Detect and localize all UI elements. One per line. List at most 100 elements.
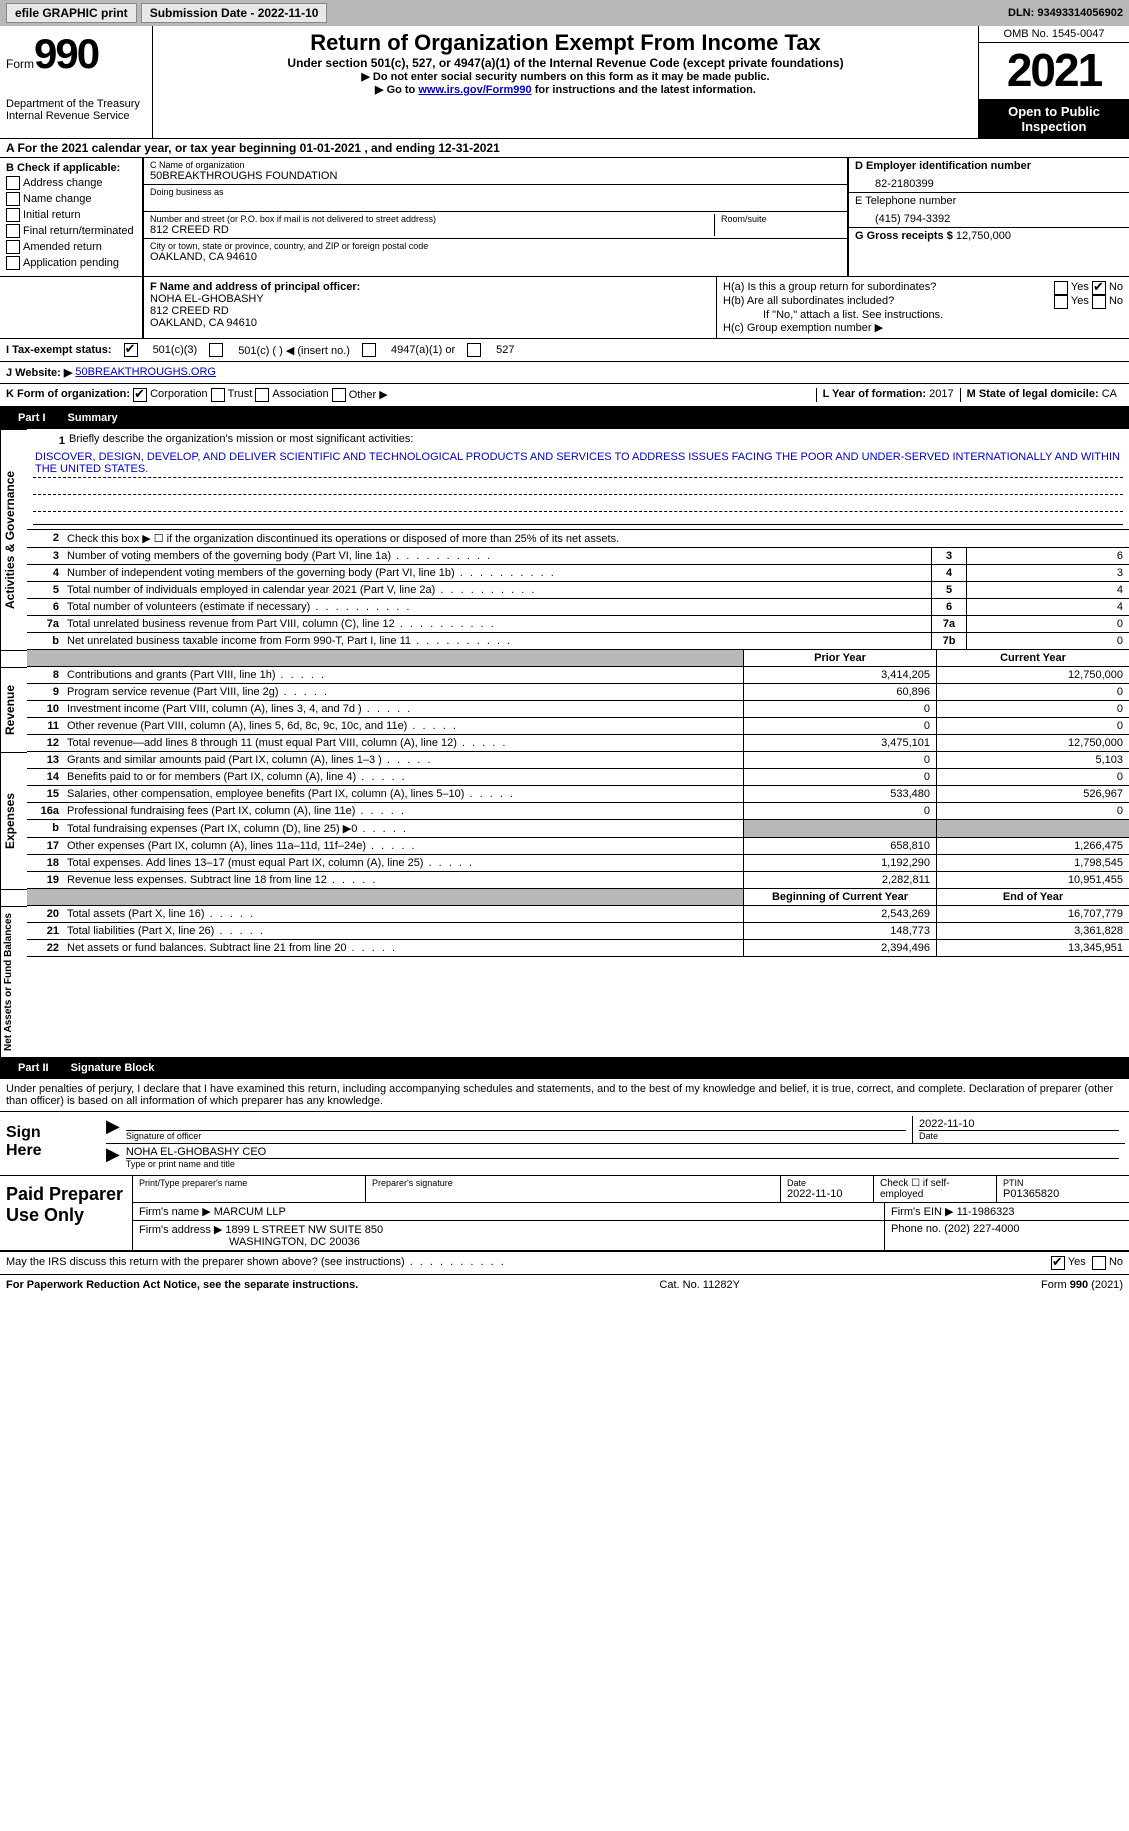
chk-501c[interactable] xyxy=(209,343,223,357)
row-i: I Tax-exempt status: 501(c)(3) 501(c) ( … xyxy=(0,339,1129,362)
chk-discuss-no[interactable] xyxy=(1092,1256,1106,1270)
row-desc: Investment income (Part VIII, column (A)… xyxy=(63,701,743,717)
row-desc: Professional fundraising fees (Part IX, … xyxy=(63,803,743,819)
chk-ha-yes[interactable] xyxy=(1054,281,1068,295)
chk-assoc[interactable] xyxy=(255,388,269,402)
row-current: 0 xyxy=(936,701,1129,717)
row-current: 0 xyxy=(936,684,1129,700)
sign-here-section: Sign Here ▶ Signature of officer 2022-11… xyxy=(0,1112,1129,1176)
row-current: 12,750,000 xyxy=(936,667,1129,683)
year-formation: 2017 xyxy=(929,388,953,400)
side-net: Net Assets or Fund Balances xyxy=(0,906,27,1057)
open-to-public: Open to Public Inspection xyxy=(979,100,1129,138)
street: 812 CREED RD xyxy=(150,224,714,236)
table-row: 15Salaries, other compensation, employee… xyxy=(27,786,1129,803)
arrow-icon: ▶ xyxy=(106,1144,120,1171)
discuss-label: May the IRS discuss this return with the… xyxy=(6,1256,1051,1270)
table-row: 13Grants and similar amounts paid (Part … xyxy=(27,752,1129,769)
row-desc: Total fundraising expenses (Part IX, col… xyxy=(63,820,743,837)
tax-status-label: I Tax-exempt status: xyxy=(6,344,112,356)
instr-goto-post: for instructions and the latest informat… xyxy=(532,84,756,96)
line-7a-desc: Total unrelated business revenue from Pa… xyxy=(63,616,931,632)
row-desc: Contributions and grants (Part VIII, lin… xyxy=(63,667,743,683)
chk-527[interactable] xyxy=(467,343,481,357)
table-row: 8Contributions and grants (Part VIII, li… xyxy=(27,667,1129,684)
side-gov: Activities & Governance xyxy=(0,429,27,650)
row-desc: Total assets (Part X, line 16) xyxy=(63,906,743,922)
chk-address-change[interactable] xyxy=(6,176,20,190)
dln: DLN: 93493314056902 xyxy=(1008,7,1123,19)
table-row: 18Total expenses. Add lines 13–17 (must … xyxy=(27,855,1129,872)
chk-initial-return[interactable] xyxy=(6,208,20,222)
efile-print-button[interactable]: efile GRAPHIC print xyxy=(6,3,137,23)
chk-amended[interactable] xyxy=(6,240,20,254)
top-bar: efile GRAPHIC print Submission Date - 20… xyxy=(0,0,1129,26)
page-footer: For Paperwork Reduction Act Notice, see … xyxy=(0,1275,1129,1295)
website-link[interactable]: 50BREAKTHROUGHS.ORG xyxy=(75,366,216,379)
chk-discuss-yes[interactable] xyxy=(1051,1256,1065,1270)
section-h: H(a) Is this a group return for subordin… xyxy=(717,277,1129,338)
firm-phone: (202) 227-4000 xyxy=(944,1223,1019,1235)
row-current: 526,967 xyxy=(936,786,1129,802)
table-row: 21Total liabilities (Part X, line 26)148… xyxy=(27,923,1129,940)
chk-trust[interactable] xyxy=(211,388,225,402)
form-header: Form990 Department of the Treasury Inter… xyxy=(0,26,1129,139)
row-current: 1,266,475 xyxy=(936,838,1129,854)
line-7b-desc: Net unrelated business taxable income fr… xyxy=(63,633,931,649)
chk-other[interactable] xyxy=(332,388,346,402)
ha-label: H(a) Is this a group return for subordin… xyxy=(723,281,1054,295)
section-c: C Name of organization 50BREAKTHROUGHS F… xyxy=(142,158,849,276)
officer-city: OAKLAND, CA 94610 xyxy=(150,317,710,329)
phone-label: E Telephone number xyxy=(855,195,1123,207)
phone: (415) 794-3392 xyxy=(855,207,1123,225)
irs-link[interactable]: www.irs.gov/Form990 xyxy=(418,84,531,96)
line-4-desc: Number of independent voting members of … xyxy=(63,565,931,581)
chk-name-change[interactable] xyxy=(6,192,20,206)
summary-expenses: Expenses 13Grants and similar amounts pa… xyxy=(0,752,1129,889)
section-fh: F Name and address of principal officer:… xyxy=(0,277,1129,339)
state-domicile: CA xyxy=(1102,388,1117,400)
row-current: 16,707,779 xyxy=(936,906,1129,922)
hb-label: H(b) Are all subordinates included? xyxy=(723,295,1054,309)
chk-app-pending[interactable] xyxy=(6,256,20,270)
table-row: 17Other expenses (Part IX, column (A), l… xyxy=(27,838,1129,855)
row-j: J Website: ▶ 50BREAKTHROUGHS.ORG xyxy=(0,362,1129,384)
chk-ha-no[interactable] xyxy=(1092,281,1106,295)
row-a-calendar-year: A For the 2021 calendar year, or tax yea… xyxy=(0,139,1129,158)
part-1-header: Part I Summary xyxy=(0,407,1129,429)
chk-hb-yes[interactable] xyxy=(1054,295,1068,309)
table-row: 16aProfessional fundraising fees (Part I… xyxy=(27,803,1129,820)
row-desc: Total liabilities (Part X, line 26) xyxy=(63,923,743,939)
col-end: End of Year xyxy=(936,889,1129,905)
chk-4947[interactable] xyxy=(362,343,376,357)
sig-date-label: Date xyxy=(919,1130,1119,1141)
side-exp: Expenses xyxy=(0,752,27,889)
ptin: P01365820 xyxy=(1003,1188,1123,1200)
table-row: 12Total revenue—add lines 8 through 11 (… xyxy=(27,735,1129,752)
ein-label: D Employer identification number xyxy=(855,160,1123,172)
chk-final-return[interactable] xyxy=(6,224,20,238)
firm-ein: 11-1986323 xyxy=(957,1206,1015,1218)
room-label: Room/suite xyxy=(721,214,841,224)
row-prior: 3,475,101 xyxy=(743,735,936,751)
form-title: Return of Organization Exempt From Incom… xyxy=(159,30,972,56)
firm-addr2: WASHINGTON, DC 20036 xyxy=(139,1236,878,1248)
table-row: 14Benefits paid to or for members (Part … xyxy=(27,769,1129,786)
paid-preparer-label: Paid Preparer Use Only xyxy=(0,1176,133,1250)
table-row: bTotal fundraising expenses (Part IX, co… xyxy=(27,820,1129,838)
officer-street: 812 CREED RD xyxy=(150,305,710,317)
row-prior: 1,192,290 xyxy=(743,855,936,871)
row-prior: 533,480 xyxy=(743,786,936,802)
chk-corp[interactable] xyxy=(133,388,147,402)
street-label: Number and street (or P.O. box if mail i… xyxy=(150,214,714,224)
gross-receipts: 12,750,000 xyxy=(956,230,1011,242)
chk-501c3[interactable] xyxy=(124,343,138,357)
line-3-val: 6 xyxy=(966,548,1129,564)
chk-hb-no[interactable] xyxy=(1092,295,1106,309)
submission-date: Submission Date - 2022-11-10 xyxy=(141,3,328,23)
table-row: 20Total assets (Part X, line 16)2,543,26… xyxy=(27,906,1129,923)
chk-self-employed[interactable]: Check ☐ if self-employed xyxy=(874,1176,997,1202)
hb-note: If "No," attach a list. See instructions… xyxy=(723,309,1123,321)
mission-label: Briefly describe the organization's miss… xyxy=(69,433,413,449)
form-ref: Form 990 (2021) xyxy=(1041,1279,1123,1291)
